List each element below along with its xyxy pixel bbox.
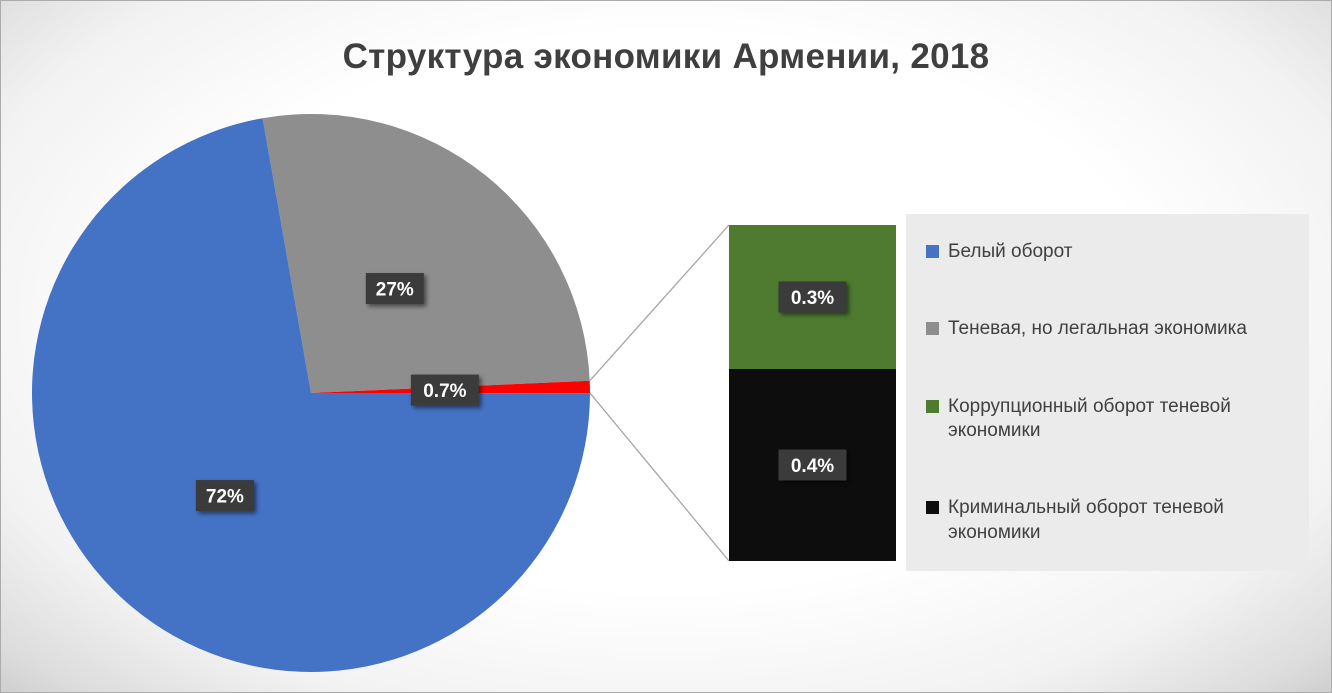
- data-label: 0.4%: [778, 449, 847, 481]
- data-label-text: 0.4%: [791, 456, 834, 477]
- legend-item-label: Коррупционный оборот теневой экономики: [948, 395, 1231, 441]
- data-label: 27%: [365, 273, 424, 305]
- legend-item: Теневая, но легальная экономика: [926, 317, 1297, 341]
- legend-swatch: [926, 399, 939, 413]
- chart-title: Структура экономики Армении, 2018: [342, 37, 990, 76]
- data-label-text: 0.3%: [791, 288, 834, 309]
- legend-swatch: [926, 501, 939, 515]
- legend-swatch: [926, 245, 939, 258]
- legend-item-label: Криминальный оборот теневой экономики: [948, 497, 1224, 543]
- data-label: 0.3%: [778, 281, 847, 313]
- legend-item-label: Белый оборот: [948, 241, 1073, 262]
- legend-swatch: [926, 322, 939, 336]
- pie-slice: [32, 118, 590, 672]
- connector-line-bottom: [589, 392, 730, 562]
- pie-slice: [262, 113, 590, 393]
- data-label-text: 27%: [376, 279, 414, 300]
- data-label-text: 72%: [206, 486, 244, 507]
- legend-item: Коррупционный оборот теневой экономики: [926, 395, 1297, 444]
- data-label: 72%: [195, 480, 254, 512]
- chart-legend: Белый оборот Теневая, но легальная эконом…: [906, 214, 1309, 571]
- connector-line-top: [589, 224, 730, 382]
- data-label-text: 0.7%: [423, 381, 466, 402]
- data-label: 0.7%: [410, 374, 479, 406]
- legend-item-label: Теневая, но легальная экономика: [948, 318, 1247, 340]
- legend-item: Белый оборот: [926, 240, 1297, 264]
- legend-item: Криминальный оборот теневой экономики: [926, 496, 1297, 545]
